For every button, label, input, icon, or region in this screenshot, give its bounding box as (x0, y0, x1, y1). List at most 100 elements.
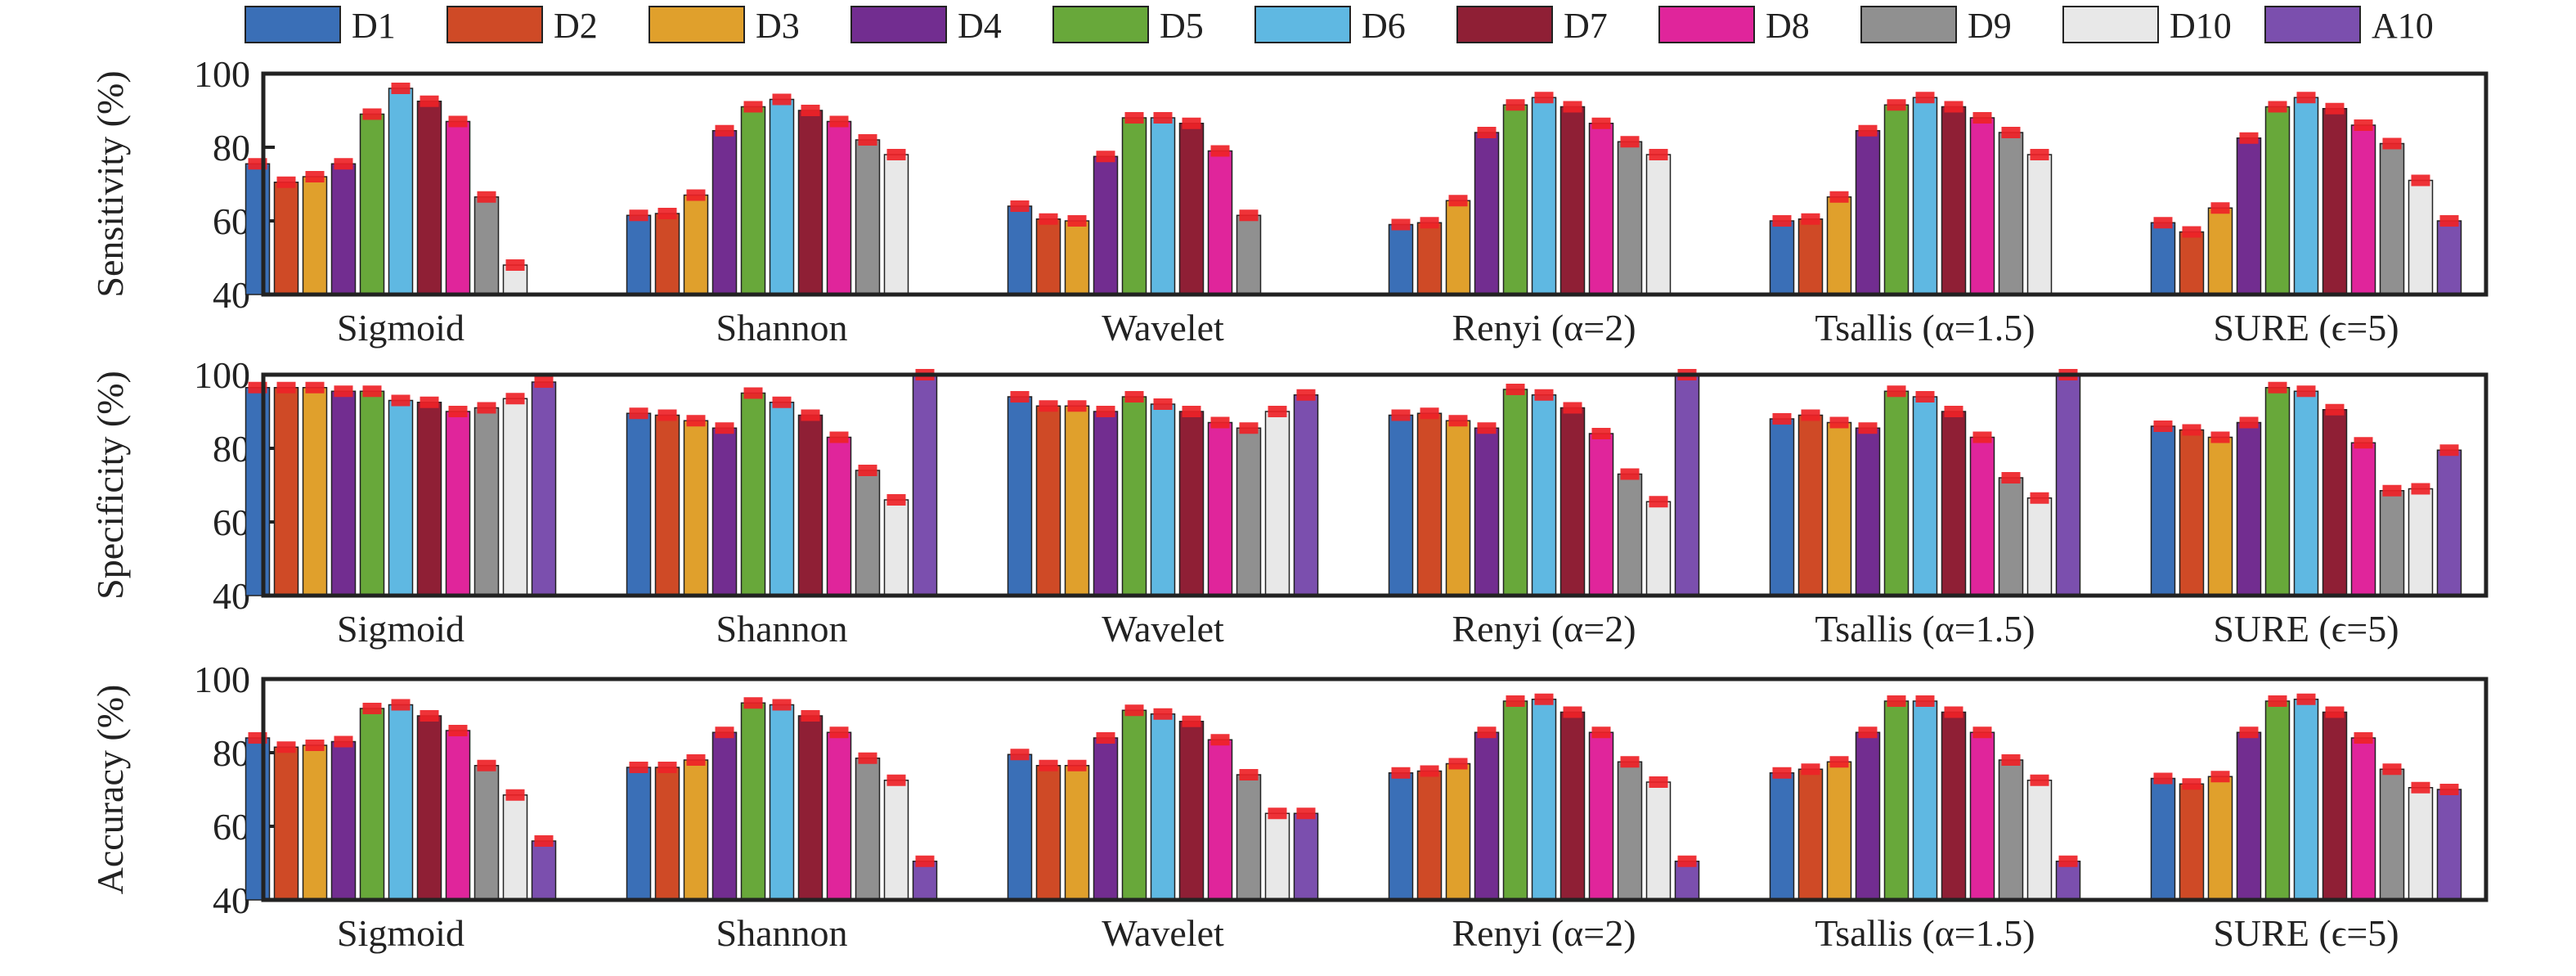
bar-d2 (273, 746, 299, 901)
error-bar (505, 393, 525, 405)
legend-label: D3 (756, 6, 800, 46)
bar-d7 (2322, 409, 2348, 596)
error-bar (2210, 431, 2230, 443)
error-bar (1391, 409, 1411, 421)
error-bar (2001, 754, 2021, 766)
bar-d5 (740, 392, 766, 596)
error-bar (1620, 756, 1640, 768)
bar-d7 (1178, 123, 1205, 295)
bar-d4 (711, 731, 738, 901)
category-label: Wavelet (1102, 912, 1224, 954)
error-bar (1477, 726, 1497, 739)
legend-label: D2 (554, 6, 598, 46)
category-label: SURE (ϵ=5) (2213, 307, 2399, 349)
bar-d7 (1178, 721, 1205, 901)
bar-d8 (826, 436, 852, 596)
error-bar (2296, 92, 2316, 104)
bar-d9 (473, 196, 500, 295)
error-bar (334, 735, 353, 748)
bar-a10 (531, 381, 557, 596)
plot-frame (261, 372, 2488, 598)
bar-d1 (2150, 222, 2176, 295)
error-bar (686, 189, 706, 201)
bar-d3 (302, 744, 328, 901)
legend: D1 D2 D3 D4 D5 D6 D7 D8 D9 D10 A10 (245, 6, 2434, 46)
bar-d4 (1474, 731, 1500, 901)
category-label: Wavelet (1102, 608, 1224, 650)
bar-d1 (2150, 777, 2176, 901)
bar-d4 (1093, 737, 1119, 901)
error-bar (1296, 389, 1316, 401)
error-bar (686, 415, 706, 427)
bar-d10 (1645, 501, 1672, 596)
bar-d2 (1416, 222, 1443, 295)
error-bar (1915, 391, 1935, 403)
chart-panels: Sensitivity (%) 40 60 80 100 Sigmoid Shannon Wa… (89, 53, 2488, 954)
bar-d5 (1502, 104, 1528, 295)
error-bar (2210, 771, 2230, 783)
error-bar (1096, 406, 1115, 417)
y-tick-label: 40 (213, 575, 250, 617)
legend-item-d3: D3 (648, 6, 800, 46)
y-tick-label: 80 (213, 732, 250, 774)
bar-d9 (855, 139, 881, 295)
error-bar (448, 725, 468, 736)
bar-d6 (2293, 699, 2319, 901)
bar-d3 (302, 387, 328, 596)
bar-group-0: Sigmoid (245, 83, 528, 349)
bar-d1 (1388, 772, 1414, 901)
bar-d8 (1969, 731, 1995, 901)
bar-d6 (2293, 390, 2319, 596)
bar-d4 (1093, 155, 1119, 295)
bar-d5 (740, 106, 766, 295)
error-bar (505, 789, 525, 801)
legend-swatch (1254, 6, 1351, 43)
error-bar (1039, 213, 1058, 225)
bar-d9 (1236, 774, 1262, 901)
bar-d4 (2236, 421, 2262, 596)
bar-d6 (769, 704, 795, 901)
bar-d5 (359, 113, 385, 295)
error-bar (1153, 112, 1173, 124)
bar-d9 (1998, 132, 2024, 295)
bar-a10 (2436, 449, 2462, 596)
bar-d9 (2379, 490, 2405, 596)
error-bar (1153, 398, 1173, 410)
error-bar (1829, 191, 1849, 203)
bar-d3 (1064, 405, 1090, 596)
error-bar (1182, 406, 1201, 417)
error-bar (772, 396, 792, 408)
error-bar (2239, 726, 2259, 739)
bar-d1 (245, 737, 271, 901)
error-bar (1506, 99, 1525, 111)
bar-d4 (1855, 130, 1881, 295)
error-bar (334, 385, 353, 398)
error-bar (1239, 209, 1259, 222)
bar-d6 (769, 98, 795, 295)
bar-group-5: SURE (ϵ=5) (2150, 693, 2462, 954)
error-bar (1039, 400, 1058, 412)
error-bar (305, 381, 325, 394)
error-bar (1067, 759, 1087, 771)
error-bar (1972, 431, 1992, 443)
error-bar (2268, 695, 2287, 707)
bar-d7 (1560, 407, 1586, 596)
bar-d7 (1941, 711, 1967, 901)
error-bar (1210, 734, 1230, 746)
bar-d8 (445, 730, 471, 901)
bar-d3 (2207, 436, 2233, 596)
bar-d4 (1093, 411, 1119, 596)
error-bar (534, 376, 554, 388)
error-bar (715, 422, 734, 434)
bar-group-3: Renyi (α=2) (1388, 693, 1700, 954)
bar-d6 (1150, 117, 1176, 295)
bar-d3 (302, 176, 328, 295)
error-bar (2153, 772, 2173, 785)
error-bar (1563, 402, 1582, 414)
bar-d10 (883, 154, 909, 295)
y-tick-label: 60 (213, 200, 250, 242)
y-tick-label: 100 (194, 53, 250, 95)
bar-d8 (826, 120, 852, 295)
error-bar (1420, 217, 1439, 229)
bar-d10 (883, 499, 909, 596)
